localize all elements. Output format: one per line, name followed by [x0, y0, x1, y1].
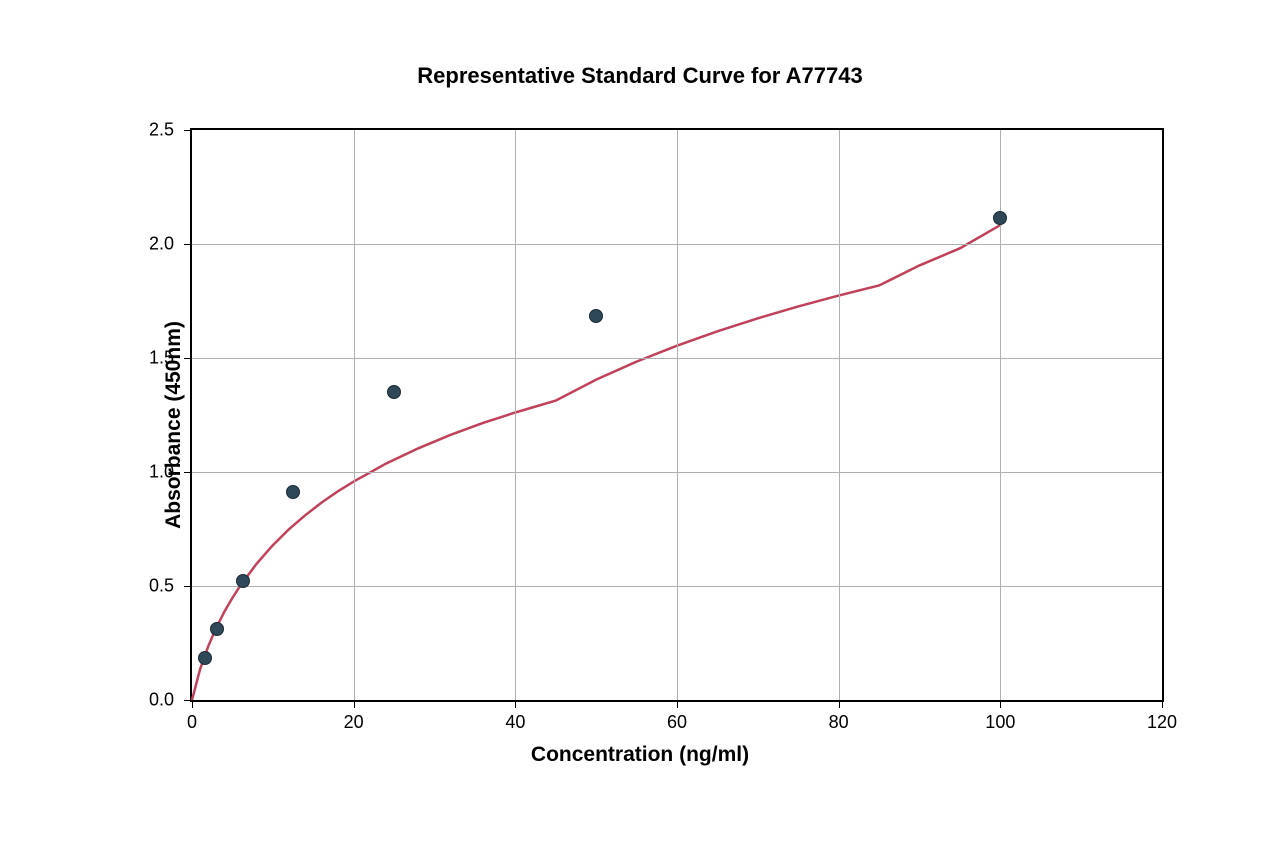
grid-line-horizontal: [192, 472, 1162, 473]
grid-line-vertical: [354, 130, 355, 700]
grid-line-horizontal: [192, 586, 1162, 587]
chart-container: Representative Standard Curve for A77743…: [40, 33, 1240, 813]
x-tick: [1000, 700, 1001, 708]
x-tick-label: 0: [187, 712, 197, 733]
data-point: [993, 211, 1007, 225]
grid-line-horizontal: [192, 244, 1162, 245]
grid-line-horizontal: [192, 358, 1162, 359]
data-point: [286, 485, 300, 499]
x-tick-label: 120: [1147, 712, 1177, 733]
x-tick-label: 80: [829, 712, 849, 733]
x-tick: [354, 700, 355, 708]
x-tick: [677, 700, 678, 708]
data-point: [210, 622, 224, 636]
grid-line-vertical: [677, 130, 678, 700]
grid-line-vertical: [839, 130, 840, 700]
x-tick: [1162, 700, 1163, 708]
x-tick: [839, 700, 840, 708]
y-tick: [184, 244, 192, 245]
y-tick-label: 0.5: [149, 575, 174, 596]
data-point: [387, 385, 401, 399]
x-tick-label: 20: [344, 712, 364, 733]
plot-area: 0204060801001200.00.51.01.52.02.5: [190, 128, 1164, 702]
x-tick-label: 100: [985, 712, 1015, 733]
y-tick-label: 2.0: [149, 233, 174, 254]
y-tick: [184, 700, 192, 701]
y-tick-label: 0.0: [149, 689, 174, 710]
data-point: [589, 309, 603, 323]
x-tick: [192, 700, 193, 708]
y-tick-label: 2.5: [149, 119, 174, 140]
data-point: [198, 651, 212, 665]
chart-title: Representative Standard Curve for A77743: [40, 63, 1240, 89]
grid-line-vertical: [515, 130, 516, 700]
y-axis-label: Absorbance (450nm): [162, 321, 186, 529]
y-tick: [184, 586, 192, 587]
y-tick: [184, 130, 192, 131]
x-tick: [515, 700, 516, 708]
x-tick-label: 40: [505, 712, 525, 733]
x-tick-label: 60: [667, 712, 687, 733]
x-axis-label: Concentration (ng/ml): [40, 743, 1240, 767]
data-point: [236, 574, 250, 588]
